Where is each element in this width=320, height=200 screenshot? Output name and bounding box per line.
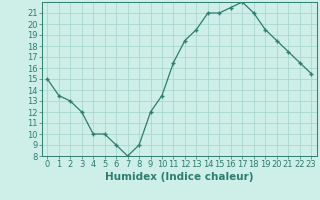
X-axis label: Humidex (Indice chaleur): Humidex (Indice chaleur)	[105, 172, 253, 182]
